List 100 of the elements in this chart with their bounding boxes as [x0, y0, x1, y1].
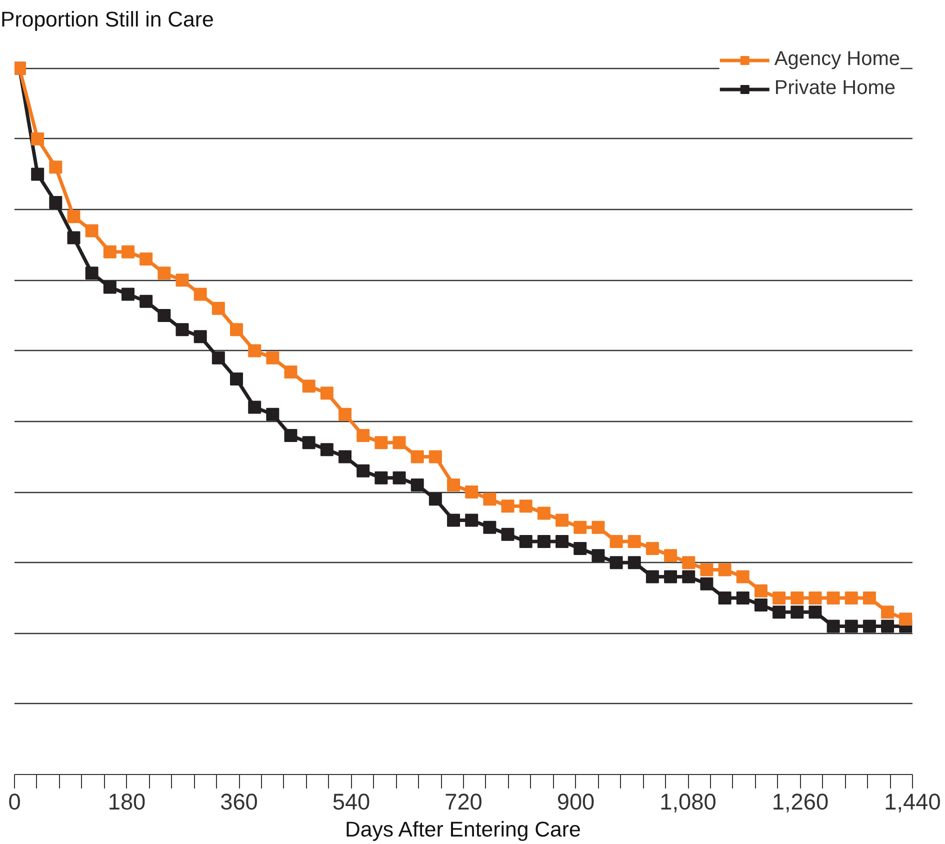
point — [176, 323, 189, 336]
point — [646, 570, 659, 584]
point — [772, 606, 786, 619]
point — [465, 486, 478, 499]
point — [826, 591, 840, 604]
point — [103, 280, 116, 294]
point — [610, 556, 623, 570]
point — [646, 542, 659, 556]
point — [610, 534, 623, 548]
x-tick-label: 360 — [220, 788, 258, 814]
x-tick-label: 1,080 — [660, 788, 716, 814]
point — [736, 591, 750, 604]
point — [556, 534, 569, 548]
point — [194, 330, 207, 344]
point — [700, 563, 714, 576]
x-tick-label: 1,260 — [772, 788, 829, 814]
point — [664, 570, 678, 584]
point — [862, 591, 876, 604]
point — [790, 591, 804, 604]
point — [212, 351, 225, 364]
legend-label: Private Home — [774, 77, 896, 100]
point — [592, 520, 605, 534]
point — [592, 549, 605, 562]
x-tick-label: 0 — [8, 788, 21, 814]
point — [808, 606, 822, 619]
point — [85, 224, 98, 238]
x-tick-label: 180 — [108, 788, 146, 814]
x-tick-label: 720 — [444, 788, 482, 814]
point — [881, 606, 894, 619]
point — [140, 294, 153, 308]
point — [826, 620, 840, 633]
point — [158, 308, 171, 322]
point — [736, 570, 750, 584]
point — [248, 400, 262, 414]
point — [212, 302, 225, 315]
point — [718, 563, 732, 576]
x-axis-title: Days After Entering Care — [344, 818, 581, 842]
point — [844, 591, 858, 604]
point — [537, 534, 550, 548]
point — [31, 168, 44, 181]
point — [718, 591, 732, 604]
point — [447, 514, 460, 527]
point — [682, 570, 696, 584]
point — [772, 591, 786, 604]
point — [537, 506, 550, 520]
point — [483, 520, 496, 534]
point — [556, 514, 569, 527]
point — [374, 471, 388, 484]
point — [428, 450, 442, 464]
point — [428, 492, 442, 506]
point — [392, 471, 406, 484]
point — [410, 478, 424, 492]
x-tick-label: 1,440 — [884, 788, 941, 814]
point — [320, 443, 334, 456]
point — [356, 429, 370, 442]
point — [519, 534, 532, 548]
point — [230, 323, 244, 336]
point — [302, 380, 316, 393]
point — [808, 591, 822, 604]
point — [338, 408, 352, 421]
point — [501, 500, 514, 513]
point — [664, 549, 678, 562]
point — [140, 252, 153, 266]
point — [85, 266, 98, 280]
point — [574, 542, 587, 556]
point — [447, 478, 460, 492]
point — [628, 556, 641, 570]
point — [302, 436, 316, 450]
point — [628, 534, 641, 548]
point — [844, 620, 858, 633]
point — [121, 245, 134, 258]
point — [410, 450, 424, 464]
point — [392, 436, 406, 450]
point — [320, 386, 334, 400]
point — [682, 556, 696, 570]
point — [374, 436, 388, 450]
point — [158, 266, 171, 280]
point — [31, 132, 44, 146]
point — [248, 344, 262, 358]
point — [356, 464, 370, 478]
point — [67, 210, 80, 224]
point — [754, 598, 768, 612]
point — [266, 351, 280, 364]
point — [103, 245, 116, 258]
point — [194, 288, 207, 301]
point — [881, 620, 894, 633]
point — [230, 372, 244, 386]
point — [176, 274, 189, 287]
point — [121, 288, 134, 301]
x-tick-label: 900 — [556, 788, 595, 814]
point — [899, 612, 912, 626]
point — [465, 514, 478, 527]
point — [700, 577, 714, 590]
point — [67, 231, 80, 244]
point — [338, 450, 352, 464]
point — [754, 584, 768, 598]
point — [49, 160, 62, 174]
point — [519, 500, 532, 513]
point — [574, 520, 587, 534]
point — [501, 528, 514, 541]
